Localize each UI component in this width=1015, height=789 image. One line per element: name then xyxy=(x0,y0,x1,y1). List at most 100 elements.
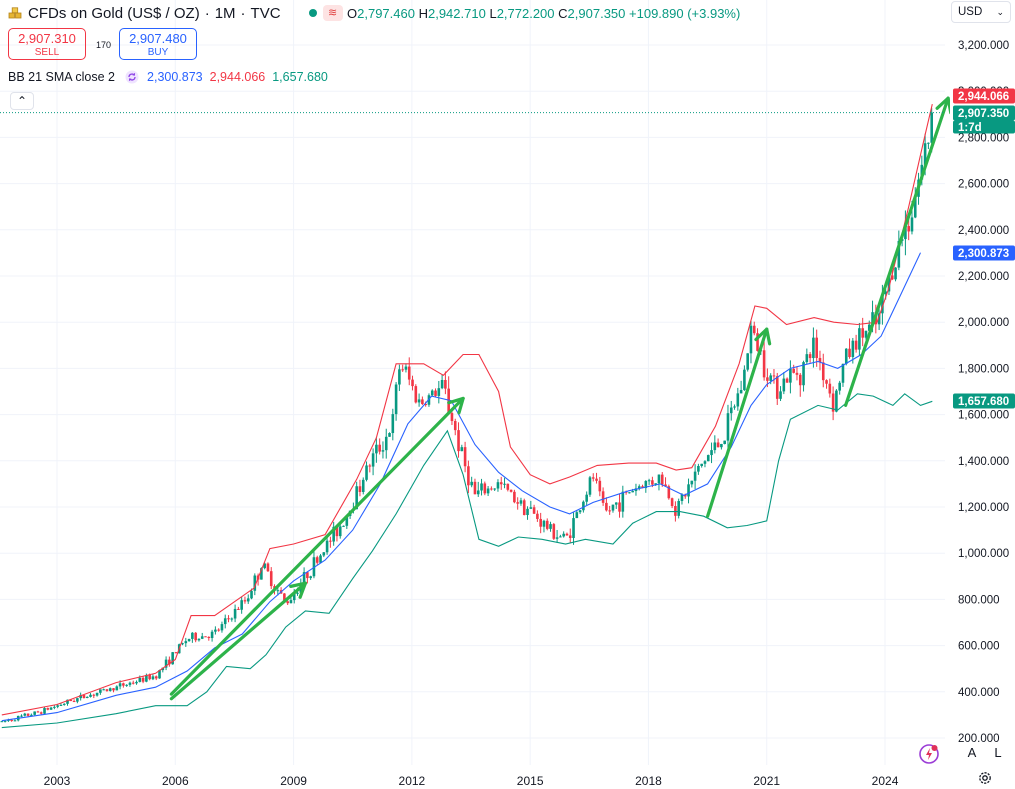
spread-value: 170 xyxy=(96,40,112,50)
candle-body xyxy=(207,636,211,639)
price-tick-label: 200.000 xyxy=(958,733,1000,745)
loading-sync-icon[interactable] xyxy=(125,70,139,84)
candle xyxy=(417,393,421,407)
candle-body xyxy=(749,325,753,354)
candle-body xyxy=(250,590,253,599)
time-tick-label: 2021 xyxy=(753,774,780,788)
candle xyxy=(716,438,720,448)
candle xyxy=(516,497,519,510)
candle-body xyxy=(260,568,263,580)
candle-body xyxy=(637,486,641,489)
candle xyxy=(720,443,723,450)
candle-body xyxy=(644,481,648,489)
candle-body xyxy=(122,683,125,686)
candle xyxy=(805,348,809,365)
candle xyxy=(437,380,441,404)
log-scale-button[interactable]: L xyxy=(994,745,1002,760)
candle-body xyxy=(614,502,618,505)
candle xyxy=(657,474,661,491)
candle xyxy=(611,504,615,513)
candle xyxy=(460,444,464,452)
gear-icon[interactable] xyxy=(977,770,993,786)
candle-body xyxy=(798,374,802,386)
candle xyxy=(332,521,335,546)
candle-body xyxy=(568,535,572,538)
candle-body xyxy=(611,504,615,511)
candle-body xyxy=(338,526,342,537)
candle-body xyxy=(36,711,40,713)
candle xyxy=(266,562,270,572)
candle-body xyxy=(233,608,237,619)
indicator-legend[interactable]: BB 21 SMA close 2 2,300.873 2,944.066 1,… xyxy=(8,70,328,84)
chevron-up-icon[interactable]: ⌃ xyxy=(10,92,34,110)
candle xyxy=(434,388,437,397)
candle-body xyxy=(85,696,89,698)
candle-body xyxy=(513,491,516,503)
candle xyxy=(391,408,395,441)
symbol-row[interactable]: CFDs on Gold (US$ / OZ) · 1M · TVC ≋ xyxy=(8,4,343,22)
interval-label[interactable]: 1M xyxy=(214,4,236,22)
candle xyxy=(240,596,243,614)
candle-body xyxy=(782,378,786,392)
candle-body xyxy=(388,433,391,437)
currency-select[interactable]: USD ⌄ xyxy=(951,1,1011,23)
candle xyxy=(483,481,487,496)
candle xyxy=(509,489,513,493)
price-tag-bg xyxy=(953,105,1015,121)
candle xyxy=(243,596,247,604)
candle-body xyxy=(887,275,891,292)
candle xyxy=(539,512,542,534)
candle-body xyxy=(769,375,772,381)
candle xyxy=(723,440,726,445)
candle-body xyxy=(499,482,503,485)
candle xyxy=(187,638,191,642)
candle-body xyxy=(746,353,749,370)
candle xyxy=(680,493,684,505)
candle-body xyxy=(184,641,188,644)
market-open-icon[interactable] xyxy=(308,9,317,17)
symbol-title[interactable]: CFDs on Gold (US$ / OZ) xyxy=(28,4,200,22)
sell-button[interactable]: 2,907.310 SELL xyxy=(8,28,86,60)
time-axis[interactable]: 2003 2006 2009 2012 2015 2018 2021 2024 xyxy=(0,766,1015,789)
candle xyxy=(325,537,329,555)
candle xyxy=(23,712,27,717)
arrow-shaft xyxy=(169,396,465,696)
lightning-icon[interactable] xyxy=(918,743,940,765)
candle-body xyxy=(99,689,102,693)
candle xyxy=(670,497,674,509)
candle-body xyxy=(647,480,651,482)
candle xyxy=(628,492,631,494)
candle xyxy=(762,338,766,381)
candle xyxy=(407,357,411,386)
data-problem-icon[interactable]: ≋ xyxy=(322,5,343,21)
candle xyxy=(115,685,119,691)
candle-body xyxy=(766,377,769,381)
candle-body xyxy=(92,694,96,696)
candle-body xyxy=(108,688,112,691)
candle xyxy=(430,389,434,397)
candle-body xyxy=(743,369,746,391)
candle-body xyxy=(503,483,506,485)
candle-body xyxy=(69,699,73,702)
candle xyxy=(168,656,171,667)
drawn-trend-arrows[interactable] xyxy=(169,96,953,701)
candle xyxy=(56,704,59,709)
candle-body xyxy=(821,362,825,381)
candle-body xyxy=(828,383,832,394)
candle xyxy=(785,377,789,383)
candle xyxy=(821,353,825,388)
candle xyxy=(72,699,76,703)
candle-body xyxy=(394,384,398,415)
auto-scale-button[interactable]: A xyxy=(967,745,977,760)
price-axis-tags: 2,944.066 2,907.350 1:7d 2,300.873 1,657.680 xyxy=(953,88,1015,409)
candle-body xyxy=(572,518,575,538)
candle-body xyxy=(332,526,335,542)
buy-button[interactable]: 2,907.480 BUY xyxy=(119,28,197,60)
indicator-name[interactable]: BB 21 SMA close 2 xyxy=(8,70,116,84)
candle-body xyxy=(739,390,743,394)
price-tick-label: 3,200.000 xyxy=(958,40,1009,52)
candle-body xyxy=(838,382,841,391)
candle xyxy=(184,637,188,647)
candle-body xyxy=(56,705,59,707)
